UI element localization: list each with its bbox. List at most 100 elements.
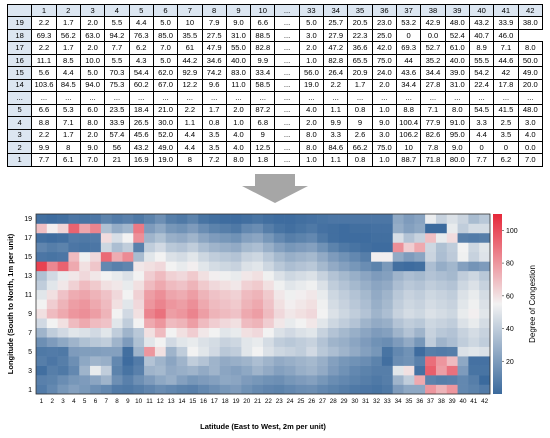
heatmap-cell — [133, 346, 145, 357]
table-cell: 1.0 — [371, 153, 398, 167]
table-cell: 92.9 — [177, 66, 203, 80]
heatmap-cell — [230, 308, 242, 319]
y-tick-label: 7 — [28, 330, 32, 337]
heatmap-cell — [273, 261, 285, 272]
y-tick-label: 17 — [24, 235, 32, 242]
heatmap-cell — [198, 356, 210, 366]
heatmap-cell — [338, 384, 350, 395]
heatmap-cell — [414, 318, 426, 328]
heatmap-cell — [317, 261, 329, 272]
heatmap-cell — [90, 327, 102, 338]
y-axis-label: Longitude (South to North, 1m per unit) — [6, 233, 15, 374]
heatmap-cell — [273, 346, 285, 357]
heatmap-cell — [360, 356, 372, 366]
heatmap-cell — [176, 308, 188, 319]
heatmap-cell — [133, 223, 145, 234]
heatmap-cell — [133, 261, 145, 272]
heatmap-cell — [111, 280, 123, 291]
heatmap-cell — [241, 232, 253, 243]
table-cell: ... — [225, 91, 252, 105]
heatmap-cell — [57, 365, 69, 376]
heatmap-cell — [187, 356, 199, 366]
heatmap-cell — [133, 270, 145, 281]
heatmap-cell — [479, 280, 491, 291]
heatmap-cell — [165, 318, 177, 328]
heatmap-cell — [392, 214, 404, 224]
heatmap-cell — [219, 214, 231, 224]
heatmap-cell — [176, 280, 188, 291]
heatmap-cell — [446, 289, 458, 300]
table-cell: 48.0 — [517, 103, 544, 118]
heatmap-cell — [327, 242, 339, 253]
heatmap-cell — [468, 375, 480, 385]
heatmap-cell — [176, 242, 188, 253]
heatmap-cell — [208, 337, 221, 347]
heatmap-cell — [327, 375, 339, 385]
heatmap-cell — [457, 337, 469, 347]
heatmap-cell — [187, 214, 199, 224]
heatmap-cell — [100, 365, 112, 376]
table-row: 2 9.9 8 9.0 56 43.2 49.0 4.4 3.5 4.0 12.5... 8.0 84.… — [6, 140, 544, 155]
heatmap-cell — [392, 261, 404, 272]
x-tick-label: 29 — [341, 398, 349, 405]
heatmap-cell — [68, 214, 80, 224]
heatmap-cell — [187, 223, 199, 234]
heatmap-cell — [57, 261, 69, 272]
heatmap-cell — [295, 308, 307, 319]
heatmap-cell — [46, 261, 58, 272]
table-cell: 2.2 — [177, 103, 203, 118]
heatmap-cell — [263, 270, 275, 281]
heatmap-cell — [306, 327, 318, 338]
heatmap-cell — [457, 384, 469, 395]
heatmap-cell — [198, 232, 210, 243]
heatmap-cell — [133, 242, 145, 253]
heatmap-cell — [100, 299, 112, 310]
heatmap-cell — [403, 280, 415, 291]
heatmap-cell — [198, 375, 210, 385]
heatmap-cell — [263, 214, 275, 224]
heatmap-cell — [446, 375, 458, 385]
heatmap-cell — [457, 270, 469, 281]
heatmap-cell — [133, 308, 145, 319]
heatmap-cell — [263, 356, 275, 366]
heatmap-cell — [263, 337, 275, 347]
heatmap-cell — [144, 375, 156, 385]
heatmap-cell — [111, 270, 123, 281]
heatmap-cell — [295, 242, 307, 253]
table-row: 3 2.2 1.7 2.0 57.4 45.6 52.0 4.4 3.5 4.0 9... 8.0 3.… — [6, 128, 544, 143]
colorbar-tick-label: 40 — [506, 326, 514, 333]
heatmap-cell — [381, 318, 394, 328]
heatmap-cell — [306, 384, 318, 395]
table-cell: 34.6 — [201, 53, 227, 68]
table-cell: 49.0 — [517, 66, 544, 80]
heatmap-cell — [425, 289, 437, 300]
heatmap-cell — [154, 214, 167, 224]
heatmap-cell — [90, 375, 102, 385]
heatmap-cell — [263, 299, 275, 310]
heatmap-cell — [479, 356, 491, 366]
y-tick-label: 19 — [24, 216, 32, 223]
heatmap-cell — [165, 375, 177, 385]
heatmap-cell — [273, 223, 285, 234]
heatmap-cell — [122, 299, 134, 310]
heatmap-cell — [144, 365, 156, 376]
x-tick-label: 38 — [438, 398, 446, 405]
heatmap-cell — [425, 384, 437, 395]
heatmap-cell — [144, 308, 156, 319]
heatmap-cell — [144, 289, 156, 300]
heatmap-cell — [381, 327, 394, 338]
table-cell: 82.8 — [323, 53, 349, 68]
heatmap-cell — [295, 223, 307, 234]
heatmap-cell — [111, 346, 123, 357]
table-cell: ... — [323, 91, 349, 105]
table-row: 17 2.2 1.7 2.0 7.7 6.2 7.0 61 47.9 55.0 82.8... 2.0… — [6, 41, 544, 55]
heatmap-cell — [479, 384, 491, 395]
heatmap-cell — [36, 384, 48, 395]
heatmap-cell — [230, 251, 242, 262]
heatmap-cell — [100, 270, 112, 281]
heatmap-cell — [36, 232, 48, 243]
heatmap-cell — [133, 337, 145, 347]
heatmap-cell — [230, 232, 242, 243]
heatmap-cell — [208, 280, 221, 291]
